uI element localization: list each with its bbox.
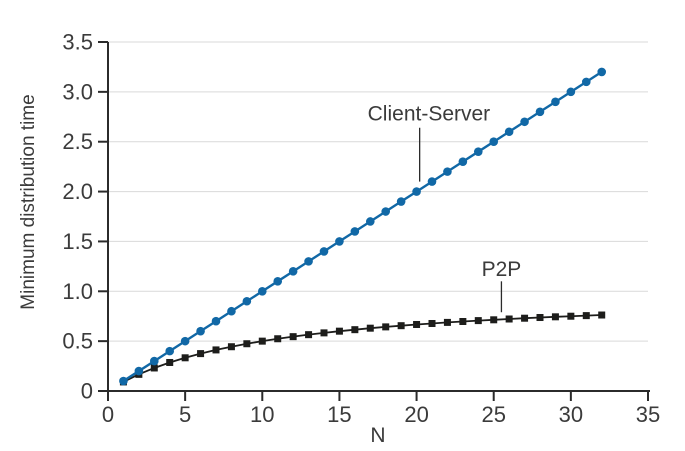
client-server-marker	[319, 247, 329, 256]
client-server-marker	[551, 97, 560, 107]
x-tick-label: 35	[636, 402, 660, 427]
y-tick-label: 2.5	[62, 129, 93, 154]
p2p-marker	[428, 319, 436, 327]
client-server-marker	[273, 277, 283, 286]
p2p-marker	[243, 340, 251, 348]
p2p-marker	[567, 312, 575, 320]
p2p-marker	[490, 316, 498, 324]
p2p-marker	[443, 318, 451, 326]
client-server-marker	[149, 356, 159, 366]
y-tick-label: 0.5	[62, 329, 93, 354]
p2p-marker	[474, 317, 482, 325]
x-tick-label: 25	[481, 402, 505, 427]
client-server-marker	[412, 187, 421, 196]
client-server-marker	[350, 227, 360, 236]
p2p-marker	[505, 315, 513, 323]
y-tick-label: 2.0	[62, 179, 93, 204]
p2p-marker	[289, 333, 297, 341]
client-server-marker	[597, 67, 607, 77]
client-server-marker	[581, 77, 591, 87]
client-server-marker	[520, 117, 529, 127]
annotation-label-p2p: P2P	[482, 258, 522, 281]
x-tick-label: 30	[559, 402, 583, 427]
p2p-marker	[212, 346, 220, 354]
p2p-marker	[274, 335, 282, 343]
p2p-marker	[551, 313, 559, 321]
p2p-marker	[536, 314, 544, 322]
x-tick-label: 20	[404, 402, 428, 427]
x-tick-label: 0	[102, 402, 114, 427]
client-server-marker	[304, 257, 313, 266]
y-tick-label: 3.0	[62, 79, 93, 104]
client-server-marker	[365, 217, 375, 226]
p2p-marker	[181, 354, 189, 362]
p2p-marker	[351, 326, 359, 334]
p2p-marker	[335, 327, 343, 335]
p2p-marker	[320, 329, 328, 337]
client-server-marker	[489, 137, 499, 147]
y-tick-label: 1.5	[62, 229, 93, 254]
client-server-marker	[227, 306, 236, 316]
p2p-marker	[366, 324, 374, 332]
x-tick-label: 15	[327, 402, 351, 427]
client-server-marker	[473, 147, 483, 156]
client-server-marker	[396, 197, 406, 206]
x-axis-title: N	[370, 424, 385, 447]
client-server-marker	[242, 296, 252, 306]
p2p-marker	[258, 337, 266, 345]
client-server-marker	[165, 346, 175, 356]
p2p-marker	[521, 314, 529, 322]
client-server-marker	[381, 207, 391, 216]
p2p-marker	[150, 364, 158, 372]
client-server-marker	[443, 167, 452, 176]
client-server-marker	[458, 157, 468, 166]
client-server-marker	[288, 267, 298, 276]
client-server-marker	[196, 326, 205, 336]
client-server-marker	[566, 87, 576, 97]
p2p-marker	[397, 322, 405, 330]
p2p-marker	[413, 320, 421, 328]
y-tick-label: 3.5	[62, 30, 93, 55]
client-server-marker	[119, 376, 128, 386]
client-server-marker	[257, 286, 267, 296]
client-server-line	[122, 70, 603, 383]
y-tick-label: 0	[81, 379, 93, 404]
x-tick-label: 5	[179, 402, 191, 427]
client-server-marker	[427, 177, 437, 186]
annotation-label-client-server: Client-Server	[368, 102, 491, 125]
p2p-marker	[197, 350, 205, 358]
p2p-marker	[582, 312, 590, 320]
p2p-marker	[598, 311, 606, 319]
p2p-marker	[459, 317, 467, 325]
p2p-marker	[305, 331, 313, 339]
client-server-marker	[504, 127, 514, 137]
client-server-marker	[335, 237, 344, 246]
client-server-marker	[180, 336, 190, 346]
client-server-marker	[535, 107, 545, 117]
y-axis-title: Minimum distribution time	[18, 94, 39, 309]
p2p-line	[123, 314, 602, 383]
y-tick-label: 1.0	[62, 279, 93, 304]
p2p-marker	[227, 343, 235, 351]
p2p-marker	[382, 323, 390, 331]
p2p-marker	[166, 358, 174, 366]
x-tick-label: 10	[250, 402, 274, 427]
client-server-marker	[134, 366, 144, 376]
client-server-marker	[211, 316, 221, 326]
